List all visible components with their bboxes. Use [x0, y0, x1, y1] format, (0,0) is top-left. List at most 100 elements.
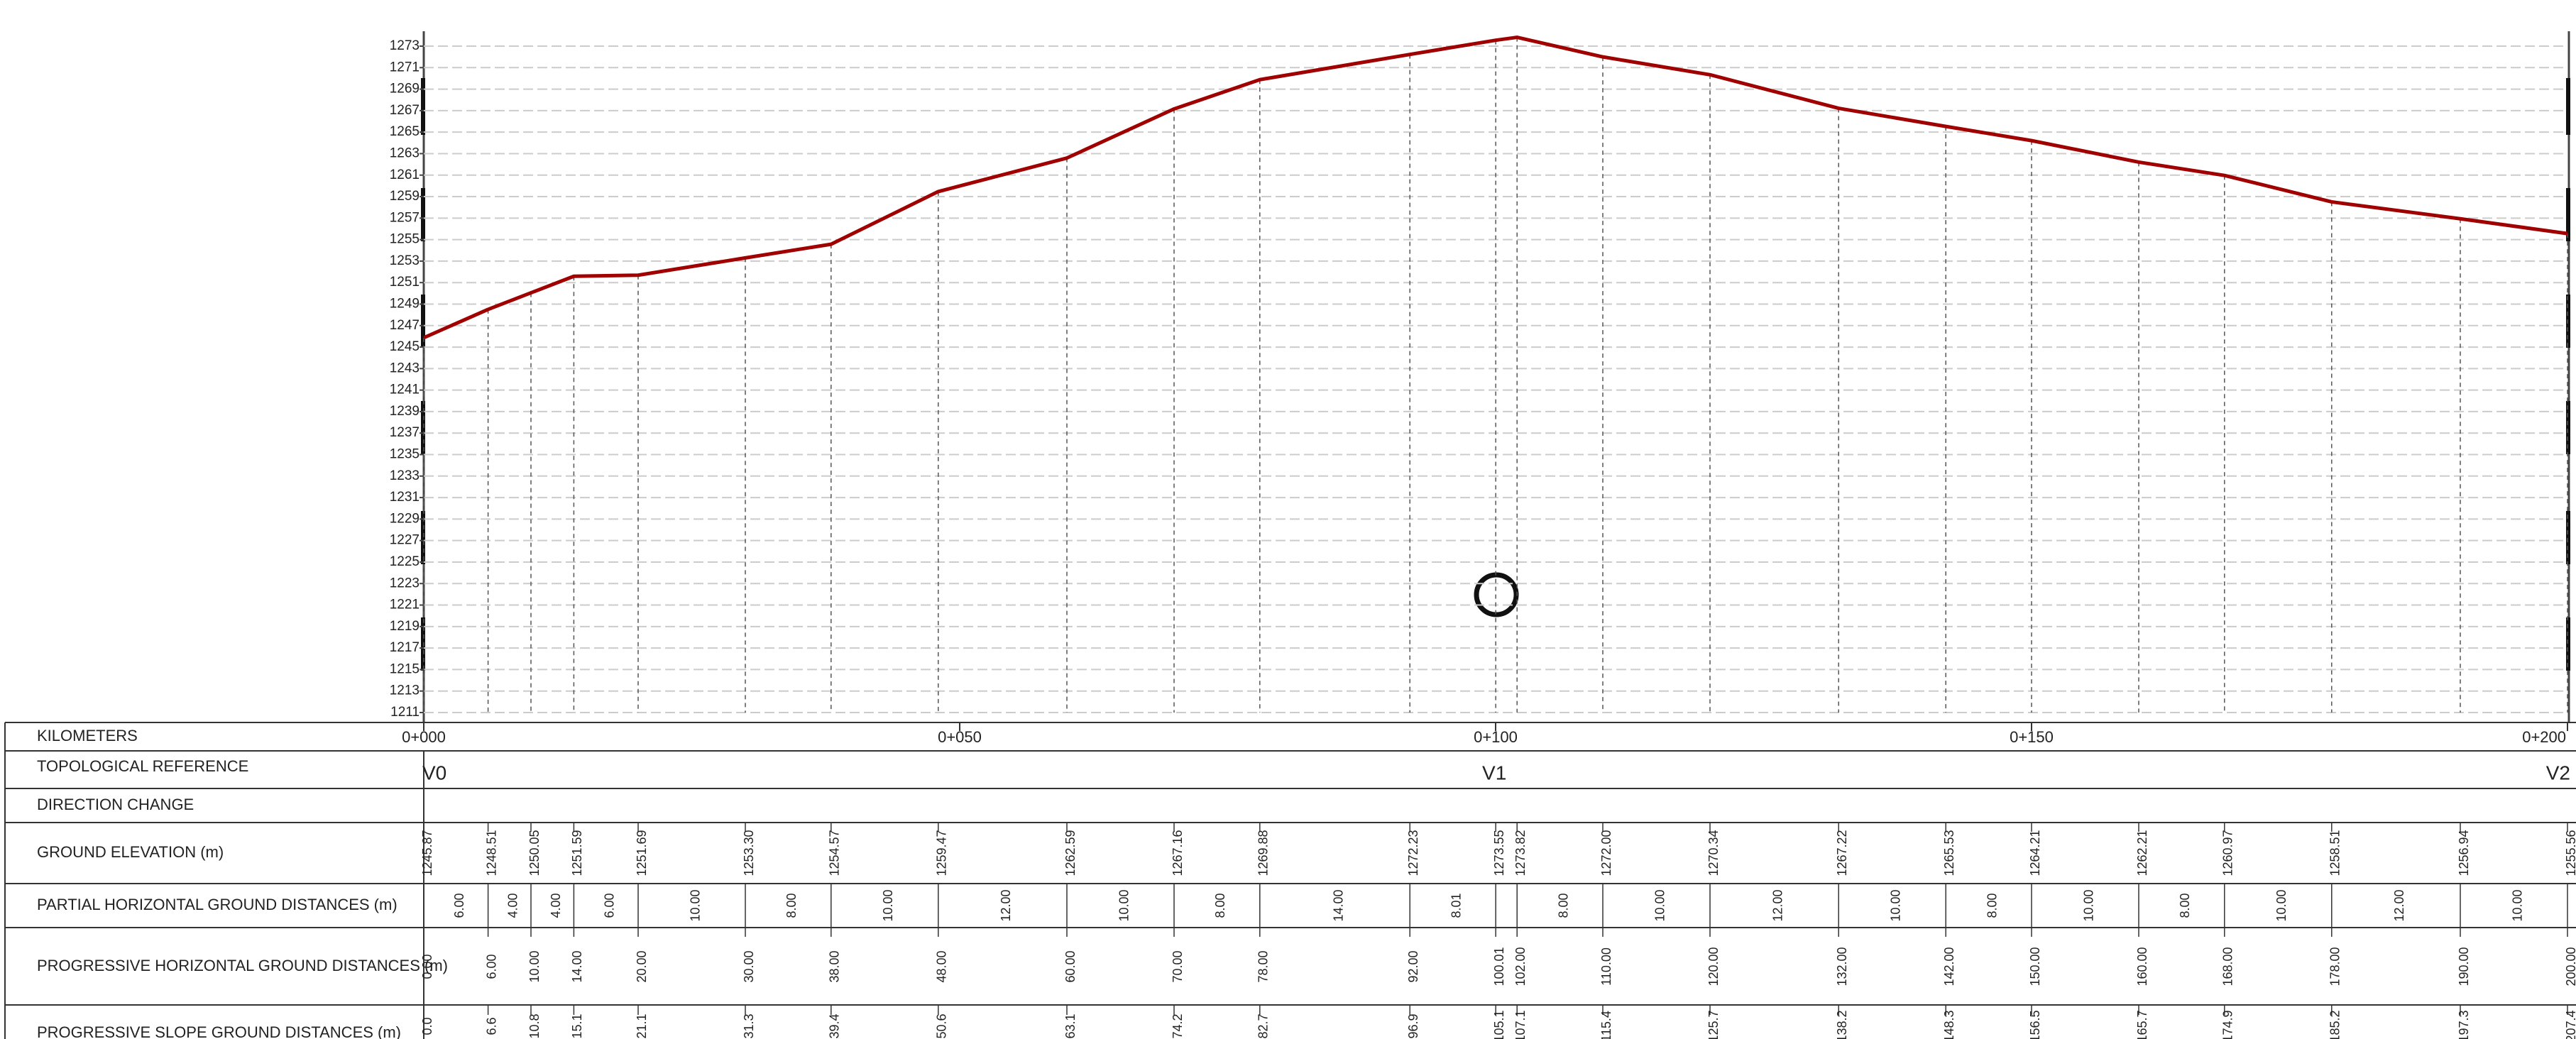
partial-distance: 8.00 [1556, 893, 1570, 918]
y-tick-label: 1267 [390, 103, 420, 118]
topological-reference: V1 [1482, 762, 1506, 784]
slope-distance: 96.9 [1406, 1013, 1420, 1038]
ground-elevation: 1258.51 [2328, 830, 2342, 876]
slope-distance: 125.7 [1706, 1010, 1721, 1039]
slope-distance: 197.3 [2457, 1010, 2471, 1039]
cursor-marker [1474, 572, 1519, 617]
progressive-distance: 10.00 [527, 950, 542, 982]
partial-distance: 10.00 [2274, 889, 2289, 921]
ground-elevation: 1262.59 [1063, 830, 1078, 876]
y-tick-label: 1253 [390, 253, 420, 268]
ground-elevation: 1256.94 [2457, 830, 2471, 876]
ground-elevation: 1250.05 [527, 830, 542, 876]
ground-elevation: 1272.23 [1406, 830, 1420, 876]
axis-bar [421, 511, 425, 564]
progressive-distance: 78.00 [1256, 950, 1271, 982]
ground-elevation: 1267.16 [1171, 830, 1185, 876]
partial-distance: 8.00 [2178, 893, 2192, 918]
y-tick-label: 1255 [390, 232, 420, 247]
y-tick-label: 1243 [390, 361, 420, 375]
slope-distance: 74.2 [1171, 1013, 1185, 1038]
slope-distance: 185.2 [2328, 1010, 2342, 1039]
progressive-distance: 200.00 [2564, 947, 2576, 986]
ground-elevation: 1251.69 [635, 830, 649, 876]
slope-distance: 63.1 [1063, 1013, 1078, 1038]
slope-distance: 165.7 [2135, 1010, 2149, 1039]
y-tick-label: 1257 [390, 210, 420, 225]
x-tick-label: 0+100 [1474, 728, 1518, 746]
y-tick-label: 1251 [390, 275, 420, 290]
y-tick-label: 1231 [390, 490, 420, 505]
progressive-distance: 92.00 [1406, 950, 1420, 982]
progressive-distance: 178.00 [2328, 947, 2342, 986]
axis-bar [421, 295, 425, 348]
y-tick-label: 1269 [390, 82, 420, 97]
slope-distance: 174.9 [2221, 1010, 2235, 1039]
axis-bar [2566, 511, 2570, 564]
progressive-distance: 14.00 [570, 950, 584, 982]
progressive-distance: 150.00 [2028, 947, 2042, 986]
ground-elevation: 1260.97 [2221, 830, 2235, 876]
y-tick-label: 1261 [390, 167, 420, 182]
progressive-distance: 30.00 [742, 950, 756, 982]
slope-distance: 15.1 [570, 1013, 584, 1038]
partial-distance: 4.00 [506, 893, 520, 918]
y-tick-label: 1263 [390, 145, 420, 160]
progressive-distance: 20.00 [635, 950, 649, 982]
topological-reference: V0 [422, 762, 446, 784]
ground-elevation: 1245.87 [420, 830, 434, 876]
partial-distance: 10.00 [1888, 889, 1902, 921]
partial-distance: 6.00 [452, 893, 466, 918]
x-tick-label: 0+150 [2010, 728, 2054, 746]
progressive-distance: 102.00 [1513, 947, 1528, 986]
partial-distance: 14.00 [1331, 889, 1345, 921]
partial-distance: 12.00 [999, 889, 1013, 921]
y-tick-label: 1247 [390, 318, 420, 333]
slope-distance: 50.6 [935, 1013, 949, 1038]
ground-elevation: 1253.30 [742, 830, 756, 876]
slope-distance: 6.6 [484, 1017, 498, 1035]
partial-distance: 6.00 [602, 893, 616, 918]
progressive-distance: 70.00 [1171, 950, 1185, 982]
row-label: GROUND ELEVATION (m) [37, 843, 224, 861]
y-tick-label: 1273 [390, 38, 420, 53]
ground-elevation: 1259.47 [935, 830, 949, 876]
profile-line [422, 35, 2568, 340]
slope-distance: 0.0 [420, 1017, 434, 1035]
axis-bar [2566, 78, 2570, 135]
slope-distance: 10.8 [527, 1013, 542, 1038]
axis-bar [421, 401, 425, 454]
y-tick-label: 1245 [390, 339, 420, 354]
ground-elevation: 1267.22 [1835, 830, 1849, 876]
row-label: TOPOLOGICAL REFERENCE [37, 757, 248, 775]
axis-bar [421, 78, 425, 135]
partial-distance: 8.01 [1449, 893, 1463, 918]
progressive-distance: 60.00 [1063, 950, 1078, 982]
partial-distance: 12.00 [2392, 889, 2406, 921]
ground-elevation: 1272.00 [1599, 830, 1613, 876]
partial-distance: 12.00 [1770, 889, 1785, 921]
slope-distance: 21.1 [635, 1013, 649, 1038]
ground-elevation: 1255.56 [2564, 830, 2576, 876]
partial-distance: 8.00 [1985, 893, 1999, 918]
y-tick-label: 1271 [390, 60, 420, 75]
y-tick-label: 1225 [390, 554, 420, 569]
y-tick-label: 1239 [390, 404, 420, 419]
y-tick-label: 1217 [390, 640, 420, 655]
slope-distance: 138.2 [1835, 1010, 1849, 1039]
progressive-distance: 132.00 [1835, 947, 1849, 986]
y-tick-label: 1235 [390, 447, 420, 462]
x-tick-label: 0+200 [2522, 728, 2566, 746]
partial-distance: 10.00 [688, 889, 702, 921]
row-label: KILOMETERS [37, 727, 138, 744]
y-tick-label: 1237 [390, 425, 420, 440]
slope-distance: 39.4 [828, 1013, 842, 1038]
progressive-distance: 6.00 [484, 954, 498, 979]
y-tick-label: 1221 [390, 598, 420, 612]
ground-elevation: 1273.82 [1513, 830, 1528, 876]
ground-elevation: 1248.51 [484, 830, 498, 876]
ground-elevation: 1269.88 [1256, 830, 1271, 876]
partial-distance: 10.00 [2510, 889, 2524, 921]
